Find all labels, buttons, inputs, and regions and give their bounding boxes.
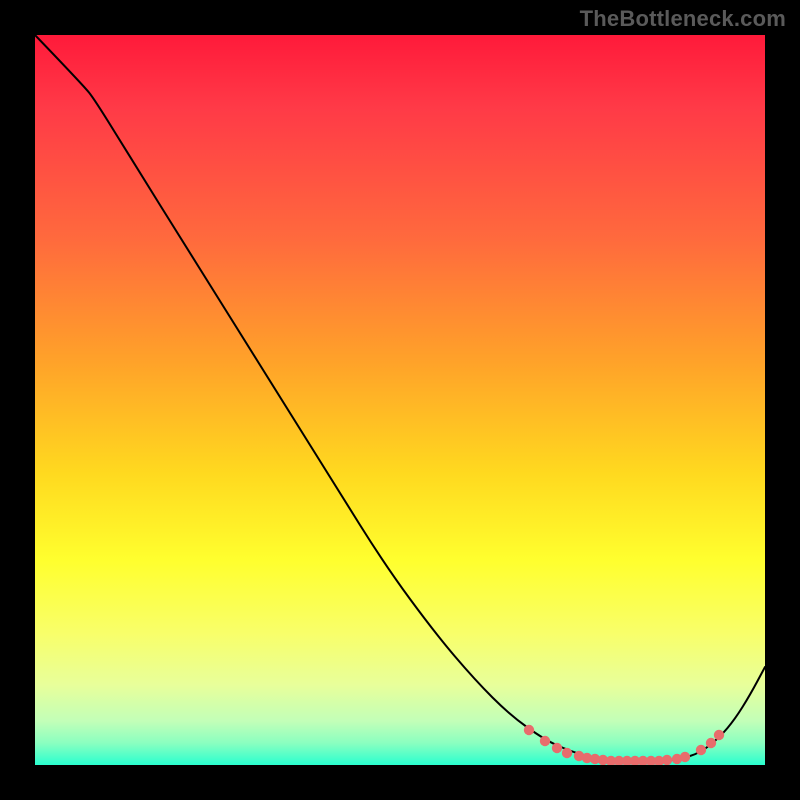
watermark-label: TheBottleneck.com: [580, 6, 786, 32]
chart-marker: [662, 755, 672, 765]
chart-svg: [35, 35, 765, 765]
chart-marker: [706, 738, 716, 748]
chart-marker: [524, 725, 534, 735]
chart-marker: [540, 736, 550, 746]
chart-marker: [714, 730, 724, 740]
chart-marker: [552, 743, 562, 753]
chart-background-rect: [35, 35, 765, 765]
chart-plot-area: [35, 35, 765, 765]
chart-marker: [680, 752, 690, 762]
chart-marker: [562, 748, 572, 758]
chart-marker: [696, 745, 706, 755]
